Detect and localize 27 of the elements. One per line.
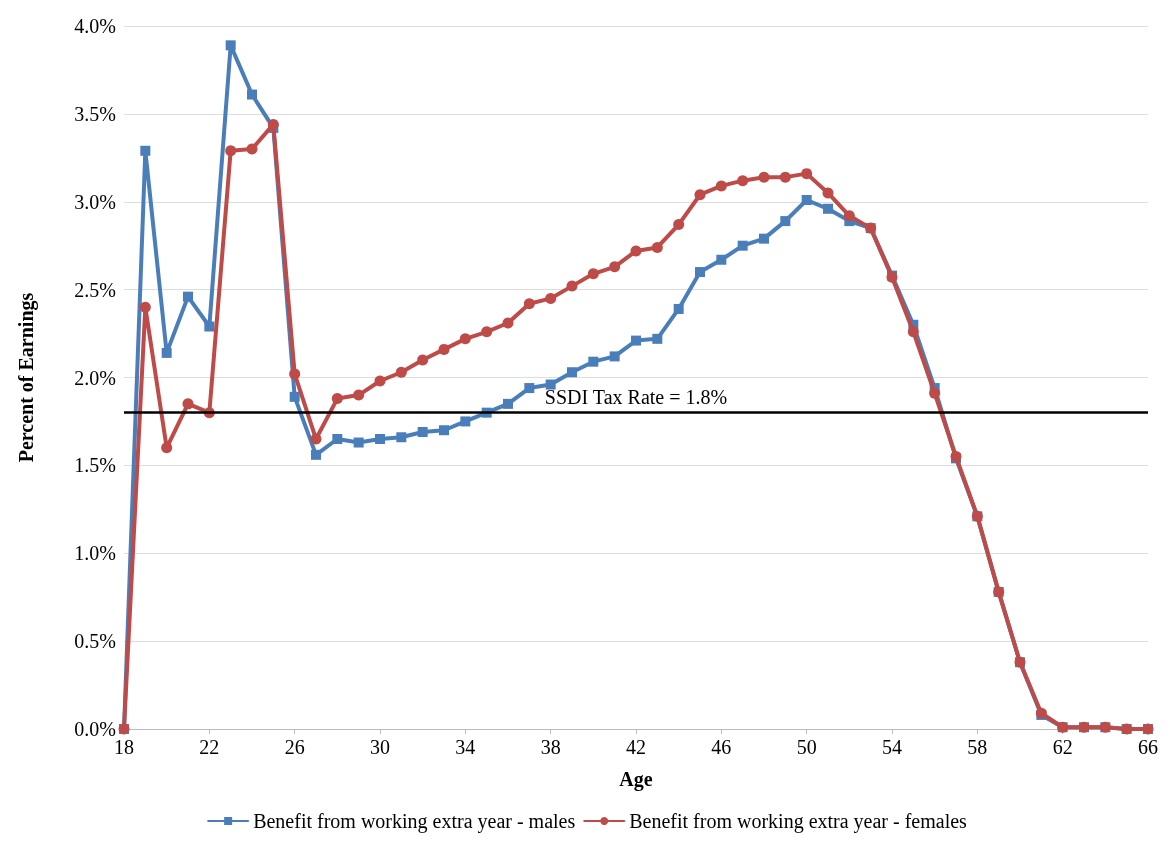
y-tick-label: 3.0% <box>74 190 116 213</box>
x-axis-title: Age <box>619 768 653 791</box>
x-tick-label: 62 <box>1052 736 1073 758</box>
y-tick-label: 1.5% <box>74 454 116 477</box>
y-tick-label: 1.0% <box>74 542 116 565</box>
y-tick-label: 0.5% <box>74 630 116 653</box>
x-tick-label: 26 <box>284 736 305 758</box>
y-axis-title: Percent of Earnings <box>15 292 38 463</box>
legend-label: Benefit from working extra year - males <box>253 810 576 833</box>
y-tick-label: 4.0% <box>74 15 116 37</box>
x-tick-label: 66 <box>1138 736 1158 758</box>
y-tick-label: 3.5% <box>74 102 116 125</box>
x-tick-label: 46 <box>711 736 732 758</box>
x-tick-label: 22 <box>199 736 220 758</box>
x-tick-label: 38 <box>540 736 561 758</box>
x-tick-label: 54 <box>882 736 902 758</box>
y-tick-label: 2.5% <box>74 278 116 301</box>
x-tick-label: 18 <box>114 736 134 758</box>
x-tick-label: 50 <box>796 736 817 758</box>
legend-label: Benefit from working extra year - females <box>629 810 968 833</box>
x-tick-label: 58 <box>967 736 988 758</box>
x-tick-label: 42 <box>626 736 646 758</box>
x-tick-label: 30 <box>370 736 390 758</box>
y-tick-label: 2.0% <box>74 366 116 389</box>
x-tick-label: 34 <box>455 736 476 758</box>
y-tick-label: 0.0% <box>74 718 116 740</box>
ref-line-label: SSDI Tax Rate = 1.8% <box>544 385 728 408</box>
